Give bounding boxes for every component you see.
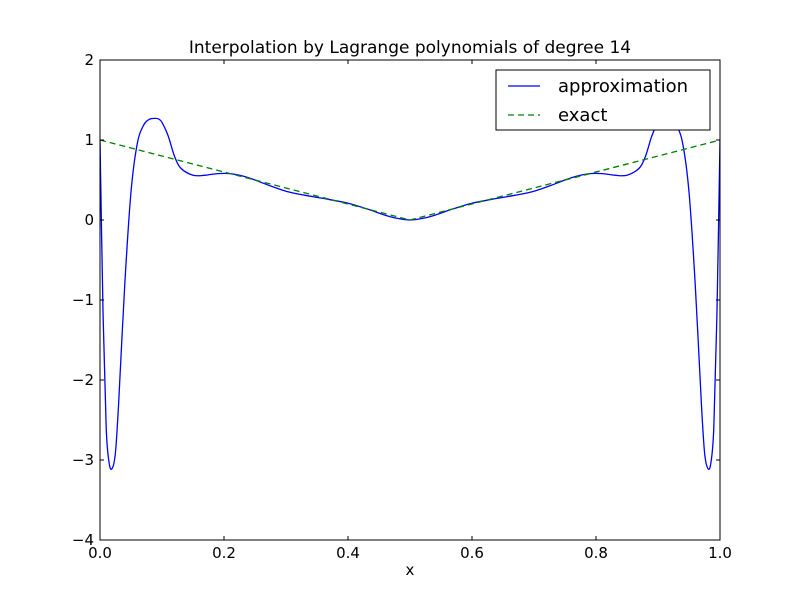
legend-label-approximation: approximation (558, 76, 688, 97)
y-tick-label: −1 (72, 291, 94, 309)
y-tick-label: −4 (72, 531, 94, 549)
axis-ticks: 0.0 0.2 0.4 0.6 0.8 1.0 2 1 0 −1 −2 −3 −4 (72, 51, 732, 562)
legend-label-exact: exact (558, 105, 607, 126)
legend: approximation exact (495, 69, 711, 131)
y-tick-label: −2 (72, 371, 94, 389)
x-tick-label: 0.4 (336, 544, 360, 562)
x-tick-label: 0.2 (212, 544, 236, 562)
x-tick-label: 0.0 (88, 544, 112, 562)
x-tick-label: 0.6 (460, 544, 484, 562)
x-tick-label: 0.8 (584, 544, 608, 562)
series-line-exact (100, 139, 720, 221)
y-tick-label: 2 (84, 51, 94, 69)
chart-title: Interpolation by Lagrange polynomials of… (189, 38, 631, 58)
x-axis-label: x (406, 561, 415, 579)
y-tick-label: 1 (84, 131, 94, 149)
y-tick-label: −3 (72, 451, 94, 469)
plot-area (100, 60, 720, 540)
y-tick-label: 0 (84, 211, 94, 229)
x-tick-label: 1.0 (708, 544, 732, 562)
legend-box (495, 69, 711, 131)
